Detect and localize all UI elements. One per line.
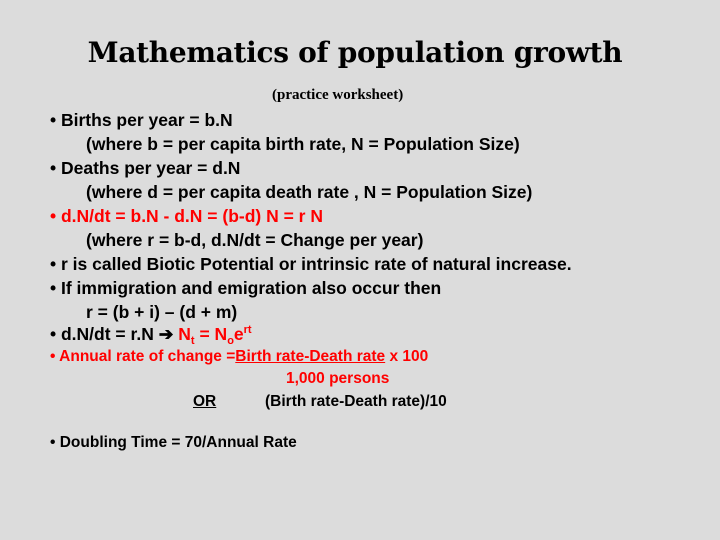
e-superscript: rt bbox=[243, 324, 252, 336]
births-note: (where b = per capita birth rate, N = Po… bbox=[86, 134, 520, 154]
nt-expression: Nt = Noert bbox=[178, 324, 252, 347]
deaths-note: (where d = per capita death rate , N = P… bbox=[86, 182, 533, 202]
deaths-line: • Deaths per year = d.N bbox=[50, 158, 241, 178]
e-symbol: e bbox=[233, 324, 244, 344]
r-formula-line: r = (b + i) – (d + m) bbox=[86, 302, 238, 322]
exp-growth-line: • d.N/dt = r.N ➔ Nt = Noert bbox=[50, 324, 252, 347]
births-line: • Births per year = b.N bbox=[50, 110, 233, 130]
annual-multiplier: x 100 bbox=[385, 348, 429, 365]
nt-subscript: t bbox=[190, 335, 195, 347]
nt-equals: = N bbox=[194, 324, 228, 344]
annual-alt-formula: (Birth rate-Death rate)/10 bbox=[265, 393, 447, 410]
exp-prefix: • d.N/dt = r.N bbox=[50, 324, 154, 344]
annual-rate-line: • Annual rate of change =Birth rate-Deat… bbox=[50, 348, 428, 366]
arrow-icon: ➔ bbox=[158, 324, 174, 344]
no-subscript: o bbox=[227, 335, 234, 347]
annual-numerator: Birth rate-Death rate bbox=[235, 348, 386, 365]
annual-label: • Annual rate of change = bbox=[50, 348, 236, 365]
subtitle: (practice worksheet) bbox=[272, 87, 404, 103]
biotic-line: • r is called Biotic Potential or intrin… bbox=[50, 254, 572, 274]
dndt-note: (where r = b-d, d.N/dt = Change per year… bbox=[86, 230, 424, 250]
doubling-time-line: • Doubling Time = 70/Annual Rate bbox=[50, 434, 297, 451]
page-title: Mathematics of population growth bbox=[87, 36, 623, 69]
annual-denominator: 1,000 persons bbox=[286, 370, 390, 387]
dndt-line: • d.N/dt = b.N - d.N = (b-d) N = r N bbox=[50, 206, 323, 226]
or-label: OR bbox=[193, 393, 217, 410]
nt-symbol: N bbox=[178, 324, 191, 344]
immigration-line: • If immigration and emigration also occ… bbox=[50, 278, 442, 298]
